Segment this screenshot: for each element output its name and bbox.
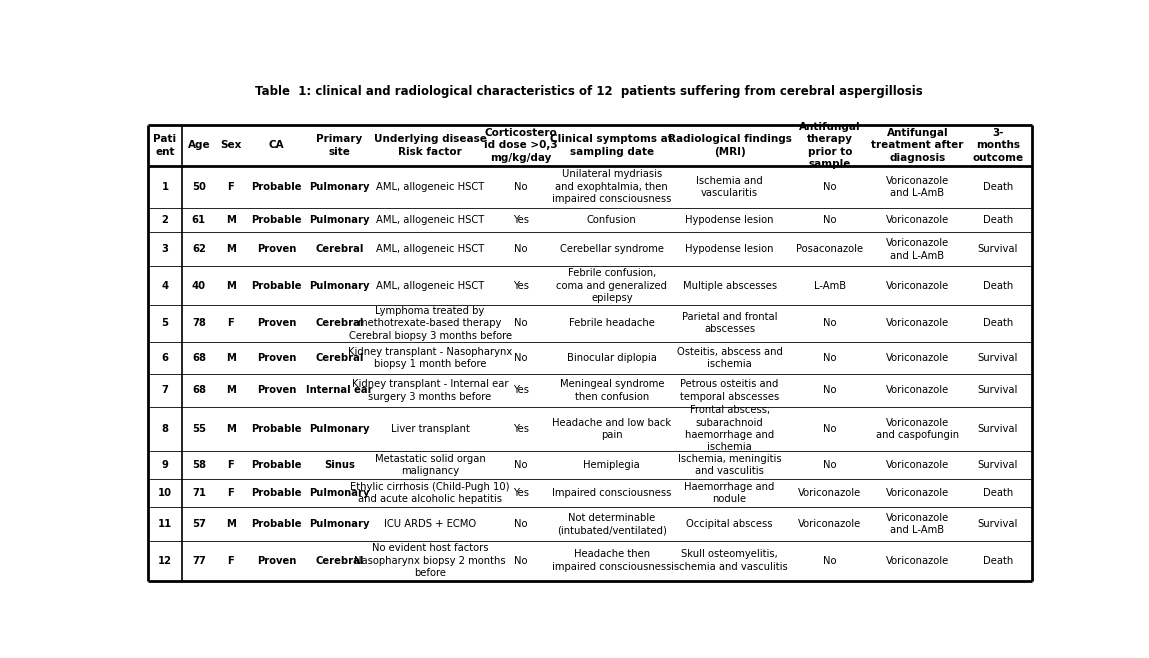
Text: Metastatic solid organ
malignancy: Metastatic solid organ malignancy [375,454,486,476]
Text: No: No [515,519,527,529]
Text: Pulmonary: Pulmonary [309,424,370,434]
Text: Binocular diplopia: Binocular diplopia [566,353,657,363]
Text: Proven: Proven [257,556,296,566]
Text: No: No [515,460,527,470]
Text: Hypodense lesion: Hypodense lesion [685,244,773,255]
Text: Hypodense lesion: Hypodense lesion [685,215,773,225]
Text: Survival: Survival [978,424,1018,434]
Text: Multiple abscesses: Multiple abscesses [683,280,777,291]
Text: No: No [823,460,836,470]
Text: Lymphoma treated by
methotrexate-based therapy
Cerebral biopsy 3 months before: Lymphoma treated by methotrexate-based t… [348,306,511,341]
Text: Pati
ent: Pati ent [154,134,177,157]
Text: Survival: Survival [978,460,1018,470]
Text: 10: 10 [159,488,172,498]
Text: Cerebral: Cerebral [315,556,363,566]
Text: M: M [226,519,236,529]
Text: Voriconazole
and L-AmB: Voriconazole and L-AmB [886,176,949,198]
Text: Pulmonary: Pulmonary [309,215,370,225]
Text: AML, allogeneic HSCT: AML, allogeneic HSCT [376,280,484,291]
Text: Voriconazole: Voriconazole [886,318,949,328]
Text: M: M [226,215,236,225]
Text: Voriconazole: Voriconazole [799,519,862,529]
Text: Occipital abscess: Occipital abscess [686,519,773,529]
Text: Headache then
impaired consciousness: Headache then impaired consciousness [553,549,671,572]
Text: Proven: Proven [257,353,296,363]
Text: 3: 3 [162,244,169,255]
Text: Sex: Sex [221,140,241,150]
Text: Death: Death [982,488,1013,498]
Text: Cerebral: Cerebral [315,244,363,255]
Text: No: No [823,556,836,566]
Text: Ethylic cirrhosis (Child-Pugh 10)
and acute alcoholic hepatitis: Ethylic cirrhosis (Child-Pugh 10) and ac… [350,482,510,504]
Text: Probable: Probable [252,182,302,192]
Text: Ischemia and
vascularitis: Ischemia and vascularitis [696,176,763,198]
Text: F: F [228,460,234,470]
Text: Petrous osteitis and
temporal abscesses: Petrous osteitis and temporal abscesses [680,379,779,401]
Text: No evident host factors
Nasopharynx biopsy 2 months
before: No evident host factors Nasopharynx biop… [354,544,506,578]
Text: Not determinable
(intubated/ventilated): Not determinable (intubated/ventilated) [557,513,666,535]
Text: Voriconazole: Voriconazole [886,386,949,395]
Text: M: M [226,244,236,255]
Text: 62: 62 [192,244,206,255]
Text: Cerebral: Cerebral [315,353,363,363]
Text: 40: 40 [192,280,206,291]
Text: 61: 61 [192,215,206,225]
Text: M: M [226,353,236,363]
Text: Osteitis, abscess and
ischemia: Osteitis, abscess and ischemia [677,347,782,369]
Text: Voriconazole: Voriconazole [886,280,949,291]
Text: F: F [228,318,234,328]
Text: Yes: Yes [512,280,529,291]
Text: Cerebellar syndrome: Cerebellar syndrome [560,244,664,255]
Text: Yes: Yes [512,424,529,434]
Text: No: No [823,318,836,328]
Text: AML, allogeneic HSCT: AML, allogeneic HSCT [376,215,484,225]
Text: Pulmonary: Pulmonary [309,182,370,192]
Text: Yes: Yes [512,488,529,498]
Text: Febrile headache: Febrile headache [569,318,655,328]
Text: Probable: Probable [252,488,302,498]
Text: 1: 1 [162,182,169,192]
Text: Voriconazole: Voriconazole [799,488,862,498]
Text: 11: 11 [157,519,172,529]
Text: Survival: Survival [978,519,1018,529]
Text: No: No [823,353,836,363]
Text: L-AmB: L-AmB [813,280,846,291]
Text: Age: Age [187,140,210,150]
Text: Voriconazole
and caspofungin: Voriconazole and caspofungin [876,418,959,440]
Text: Skull osteomyelitis,
ischemia and vasculitis: Skull osteomyelitis, ischemia and vascul… [671,549,788,572]
Text: Posaconazole: Posaconazole [796,244,863,255]
Text: Primary
site: Primary site [316,134,362,157]
Text: Radiological findings
(MRI): Radiological findings (MRI) [668,134,792,157]
Text: Death: Death [982,215,1013,225]
Text: AML, allogeneic HSCT: AML, allogeneic HSCT [376,244,484,255]
Text: Pulmonary: Pulmonary [309,488,370,498]
Text: 4: 4 [162,280,169,291]
Text: Corticostero
id dose >0,3
mg/kg/day: Corticostero id dose >0,3 mg/kg/day [484,128,557,163]
Text: 57: 57 [192,519,206,529]
Text: No: No [515,556,527,566]
Text: Voriconazole
and L-AmB: Voriconazole and L-AmB [886,238,949,261]
Text: Voriconazole: Voriconazole [886,460,949,470]
Text: M: M [226,424,236,434]
Text: Table  1: clinical and radiological characteristics of 12  patients suffering fr: Table 1: clinical and radiological chara… [255,85,923,98]
Text: Hemiplegia: Hemiplegia [584,460,640,470]
Text: Probable: Probable [252,519,302,529]
Text: Parietal and frontal
abscesses: Parietal and frontal abscesses [681,312,778,334]
Text: Ischemia, meningitis
and vasculitis: Ischemia, meningitis and vasculitis [678,454,781,476]
Text: No: No [515,318,527,328]
Text: Survival: Survival [978,353,1018,363]
Text: Sinus: Sinus [324,460,355,470]
Text: Probable: Probable [252,424,302,434]
Text: 58: 58 [192,460,206,470]
Text: Death: Death [982,182,1013,192]
Text: AML, allogeneic HSCT: AML, allogeneic HSCT [376,182,484,192]
Text: 50: 50 [192,182,206,192]
Text: F: F [228,556,234,566]
Text: Haemorrhage and
nodule: Haemorrhage and nodule [685,482,774,504]
Text: Proven: Proven [257,318,296,328]
Text: Headache and low back
pain: Headache and low back pain [553,418,671,440]
Text: Voriconazole: Voriconazole [886,215,949,225]
Text: Pulmonary: Pulmonary [309,280,370,291]
Text: Probable: Probable [252,280,302,291]
Text: CA: CA [269,140,285,150]
